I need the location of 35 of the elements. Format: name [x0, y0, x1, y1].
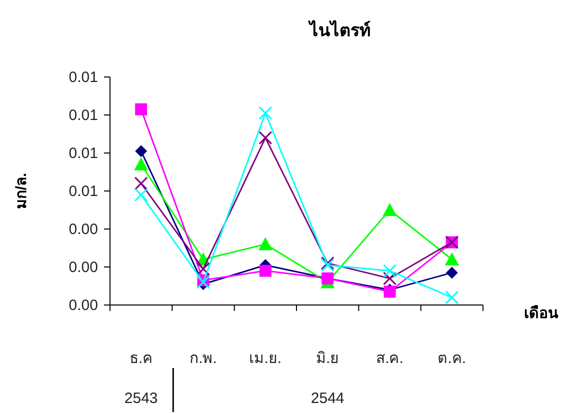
- x-tick-label: ต.ค.: [438, 350, 466, 367]
- point: [196, 275, 210, 289]
- y-tick-label: 0.01: [68, 145, 98, 162]
- x-tick-label: ก.พ.: [190, 350, 217, 367]
- point: [259, 264, 272, 277]
- text: 2544: [310, 390, 344, 407]
- point: [446, 266, 458, 279]
- point: [258, 131, 272, 145]
- point: [135, 103, 148, 116]
- y-tick-label: 0.00: [68, 221, 98, 238]
- x-tick-label: ส.ค.: [376, 350, 404, 367]
- y-tick-label: 0.01: [68, 107, 98, 124]
- y-tick-label: 0.00: [68, 297, 98, 314]
- text: 2543: [124, 390, 158, 407]
- y-tick-label: 0.01: [68, 183, 98, 200]
- point: [258, 237, 272, 250]
- chart-title: ไนไตรท์: [308, 20, 370, 40]
- x-tick-label: เม.ย.: [249, 350, 282, 367]
- x-tick-label: ธ.ค: [129, 350, 153, 367]
- point: [135, 145, 148, 158]
- y-tick-label: 0.00: [68, 259, 98, 276]
- x-axis-title: เดือน: [524, 305, 559, 322]
- point: [382, 264, 397, 278]
- point: [258, 106, 272, 120]
- point: [445, 290, 459, 304]
- point: [134, 157, 148, 170]
- point: [134, 176, 148, 190]
- y-tick-label: 0.01: [68, 69, 98, 86]
- point: [444, 252, 459, 266]
- point: [382, 203, 397, 216]
- x-tick-label: มิ.ย: [316, 350, 340, 367]
- y-axis-title: มก/ล.: [13, 172, 30, 210]
- point: [382, 272, 397, 286]
- point: [196, 262, 210, 276]
- point: [134, 188, 148, 202]
